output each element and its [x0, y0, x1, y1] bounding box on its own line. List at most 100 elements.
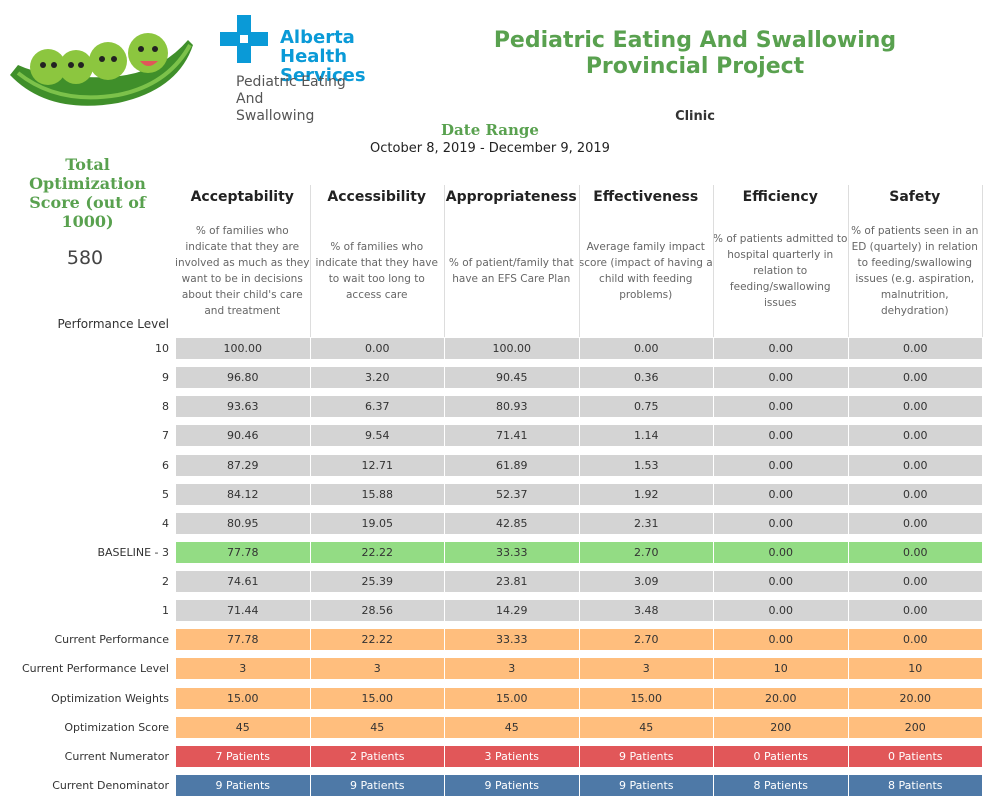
cell: 3 — [310, 658, 444, 680]
cell: 0.00 — [714, 571, 848, 593]
column-divider — [982, 185, 983, 337]
cell: 96.80 — [176, 367, 310, 389]
row-label: 7 — [162, 429, 169, 443]
cell: 0.00 — [848, 571, 982, 593]
cell: 100.00 — [176, 338, 310, 359]
column-divider — [578, 185, 580, 337]
cell: 0.00 — [714, 396, 848, 418]
cell: 45 — [310, 716, 444, 738]
cell: 0.00 — [848, 512, 982, 534]
row-label: Optimization Score — [64, 720, 169, 734]
row-label: Current Performance Level — [21, 662, 169, 676]
cell: 0.36 — [579, 367, 713, 389]
row-label: 8 — [162, 400, 169, 414]
cell: 0 Patients — [714, 745, 848, 767]
cell: 9.54 — [310, 425, 444, 447]
cell: 74.61 — [176, 571, 310, 593]
column-description: % of patient/family that have an EFS Car… — [448, 257, 574, 285]
logo-program: Pediatric Eating And Swallowing — [236, 74, 346, 124]
cell: 90.46 — [176, 425, 310, 447]
cell: 3 — [176, 658, 310, 680]
cell: 200 — [714, 716, 848, 738]
cell: 0.00 — [714, 541, 848, 563]
row-label: 10 — [155, 342, 169, 355]
row-label: BASELINE - 3 — [97, 545, 169, 559]
cell: 45 — [176, 716, 310, 738]
row-label: 2 — [162, 575, 169, 589]
column-description: % of families who indicate that they are… — [175, 225, 310, 317]
cell: 77.78 — [176, 629, 310, 651]
column-name: Appropriateness — [445, 189, 577, 205]
cell: 0.00 — [714, 600, 848, 622]
column-description: % of families who indicate that they hav… — [315, 241, 438, 301]
cell: 0.00 — [848, 338, 982, 359]
cell: 20.00 — [714, 687, 848, 709]
cell: 45 — [445, 716, 579, 738]
cell: 0.00 — [848, 483, 982, 505]
row-label: 4 — [162, 516, 169, 530]
cell: 0.00 — [714, 425, 848, 447]
row-label: 9 — [162, 371, 169, 385]
cell: 15.00 — [310, 687, 444, 709]
cell: 0.00 — [848, 454, 982, 476]
cell: 2.70 — [579, 541, 713, 563]
cell: 3 — [445, 658, 579, 680]
cell: 15.00 — [176, 687, 310, 709]
cell: 10 — [848, 658, 982, 680]
cell: 14.29 — [445, 600, 579, 622]
cell: 80.95 — [176, 512, 310, 534]
cell: 9 Patients — [176, 774, 310, 796]
cell: 15.00 — [579, 687, 713, 709]
cell: 33.33 — [445, 541, 579, 563]
row-label: Optimization Weights — [51, 691, 169, 705]
cell: 1.53 — [579, 454, 713, 476]
cell: 1.14 — [579, 425, 713, 447]
cell: 42.85 — [445, 512, 579, 534]
column-divider — [847, 185, 849, 337]
cell: 3 Patients — [445, 745, 579, 767]
cell: 80.93 — [445, 396, 579, 418]
column-name: Acceptability — [190, 189, 294, 205]
cell: 0.00 — [848, 541, 982, 563]
cell: 0.00 — [714, 483, 848, 505]
cell: 2.31 — [579, 512, 713, 534]
cell: 22.22 — [310, 629, 444, 651]
cell: 2 Patients — [310, 745, 444, 767]
clinic-label: Clinic — [675, 109, 715, 124]
cell: 0 Patients — [848, 745, 982, 767]
cell: 9 Patients — [579, 745, 713, 767]
cell: 3.48 — [579, 600, 713, 622]
cell: 7 Patients — [176, 745, 310, 767]
cell: 33.33 — [445, 629, 579, 651]
column-name: Safety — [889, 189, 941, 205]
cell: 0.00 — [714, 512, 848, 534]
score-value: 580 — [66, 247, 104, 269]
cell: 0.00 — [848, 600, 982, 622]
cell: 0.00 — [714, 367, 848, 389]
cell: 12.71 — [310, 454, 444, 476]
cell: 200 — [848, 716, 982, 738]
cell: 8 Patients — [848, 774, 982, 796]
page-title: Pediatric Eating And Swallowing Provinci… — [493, 28, 897, 79]
cell: 90.45 — [445, 367, 579, 389]
cell: 71.41 — [445, 425, 579, 447]
column-name: Efficiency — [742, 189, 818, 205]
logo-org: Alberta Health Services — [280, 27, 366, 86]
cell: 20.00 — [848, 687, 982, 709]
pea-logo — [10, 33, 193, 106]
cell: 45 — [579, 716, 713, 738]
cell: 9 Patients — [445, 774, 579, 796]
row-label: Current Performance — [54, 633, 169, 647]
row-label: Current Denominator — [52, 778, 169, 792]
cell: 100.00 — [445, 338, 579, 359]
cell: 2.70 — [579, 629, 713, 651]
cell: 0.00 — [714, 338, 848, 359]
row-header: Performance Level — [57, 317, 169, 331]
cell: 9 Patients — [310, 774, 444, 796]
column-name: Effectiveness — [593, 189, 699, 205]
cell: 15.88 — [310, 483, 444, 505]
cell: 0.00 — [714, 629, 848, 651]
cell: 0.00 — [714, 454, 848, 476]
row-label: 6 — [162, 458, 169, 472]
cell: 1.92 — [579, 483, 713, 505]
